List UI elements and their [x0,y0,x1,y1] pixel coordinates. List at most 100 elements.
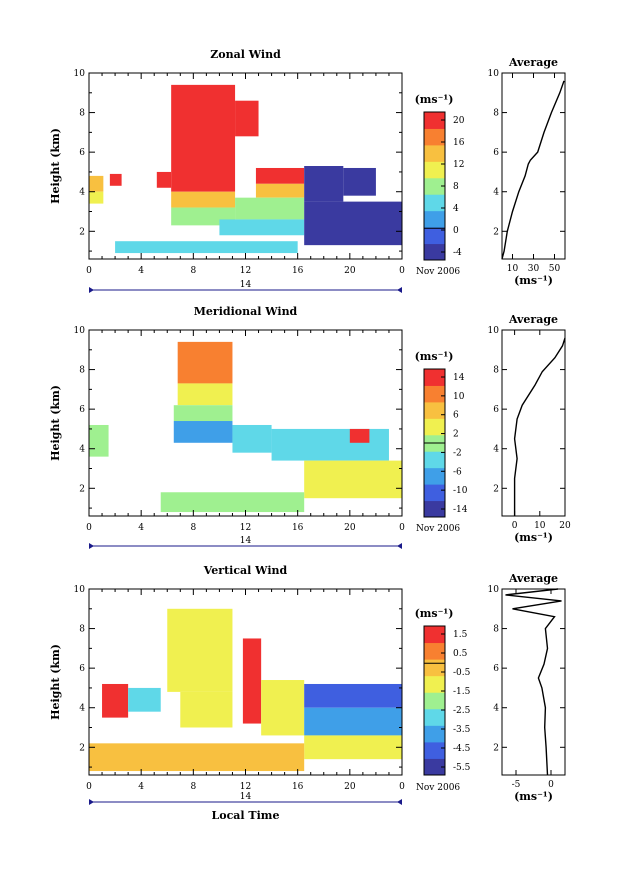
average-profile-line [513,337,566,516]
x-tick-label: 8 [190,782,196,792]
x-tick-label: 12 [240,782,251,792]
colorbar-tick-label: -4.5 [453,744,471,754]
x-tick-label: 12 [240,266,251,276]
y-tick-label: 6 [79,148,85,158]
data-cell [115,241,298,254]
inset-title: Average [508,572,558,585]
colorbar-swatch [424,144,445,162]
colorbar-unit: (ms⁻¹) [415,93,454,106]
colorbar-swatch [424,659,445,677]
colorbar-swatch [424,194,445,212]
data-cell [232,424,272,453]
colorbar-swatch [424,401,445,419]
average-profile-line [501,80,565,260]
inset-y-tick-label: 4 [493,188,499,198]
inset-y-tick-label: 4 [493,445,499,455]
x-tick-label: 4 [138,782,144,792]
inset-x-tick-label: 0 [512,521,518,531]
inset-x-tick-label: 20 [559,521,571,531]
y-tick-label: 2 [79,227,85,237]
x-tick-label: 8 [190,266,196,276]
y-tick-label: 4 [79,704,85,714]
colorbar-swatch [424,177,445,195]
colorbar-tick-label: -5.5 [453,763,471,773]
colorbar-tick-label: 1.5 [453,630,468,640]
inset-y-tick-label: 8 [493,366,499,376]
y-tick-label: 2 [79,743,85,753]
y-axis-label: Height (km) [49,385,62,461]
colorbar-tick-label: 8 [453,182,459,192]
date-arrow-left [89,287,94,293]
y-tick-label: 10 [74,585,86,595]
data-cell [261,680,305,736]
inset-y-tick-label: 2 [493,743,499,753]
data-cell [128,687,161,712]
colorbar-swatch [424,418,445,436]
colorbar-swatch [424,128,445,146]
colorbar-tick-label: 14 [453,373,465,383]
colorbar-swatch [424,758,445,776]
inset-y-tick-label: 6 [493,664,499,674]
inset-x-tick-label: 0 [548,780,554,790]
x-tick-label: 0 [86,782,92,792]
colorbar-tick-label: 4 [453,204,459,214]
x-axis-label: Local Time [212,809,280,822]
inset-frame [501,72,566,260]
x-tick-label: 0 [86,266,92,276]
data-cell [109,173,122,186]
y-tick-label: 2 [79,484,85,494]
y-tick-label: 4 [79,445,85,455]
colorbar-tick-label: 16 [453,138,465,148]
inset-y-tick-label: 4 [493,704,499,714]
average-profile-line [505,588,562,776]
data-cell [180,691,233,728]
colorbar-swatch [424,112,445,129]
x-tick-label: 0 [399,523,405,533]
inset-y-tick-label: 8 [493,109,499,119]
colorbar-tick-label: 12 [453,160,464,170]
data-cell [89,191,104,204]
colorbar-tick-label: 10 [453,392,465,402]
x-tick-label: 16 [292,782,304,792]
data-cell [89,424,109,457]
colorbar-swatch [424,708,445,726]
x-tick-label: 0 [86,523,92,533]
colorbar-tick-label: -0.5 [453,668,471,678]
colorbar-swatch [424,725,445,743]
data-cell [177,341,233,384]
data-cell [177,383,233,406]
data-cell [173,421,233,443]
colorbar-swatch [424,385,445,403]
inset-y-tick-label: 6 [493,405,499,415]
date-label: 14 [240,792,252,802]
colorbar-unit: (ms⁻¹) [415,607,454,620]
data-cell [156,171,172,188]
y-tick-label: 8 [79,109,85,119]
colorbar-tick-label: 0 [453,226,459,236]
x-tick-label: 0 [399,782,405,792]
inset-x-tick-label: 10 [507,264,519,274]
panel-title: Zonal Wind [210,48,281,61]
inset-y-tick-label: 8 [493,625,499,635]
data-cell [102,683,129,718]
date-label: 14 [240,536,252,546]
colorbar-swatch [424,210,445,228]
x-tick-label: 20 [344,523,356,533]
data-cell [255,183,305,198]
data-cell [235,197,305,220]
colorbar-tick-label: -2 [453,448,462,458]
data-cell [89,743,305,772]
colorbar-tick-label: -1.5 [453,687,471,697]
data-cell [304,683,402,708]
colorbar-tick-label: -4 [453,248,462,258]
inset-title: Average [508,56,558,69]
date-label: 14 [240,280,252,290]
data-cell [304,707,402,736]
inset-x-label: (ms⁻¹) [514,531,553,544]
data-cell [171,191,236,208]
colorbar-swatch [424,161,445,179]
data-cell [219,219,305,236]
colorbar-swatch [424,451,445,469]
data-cell [171,84,236,192]
